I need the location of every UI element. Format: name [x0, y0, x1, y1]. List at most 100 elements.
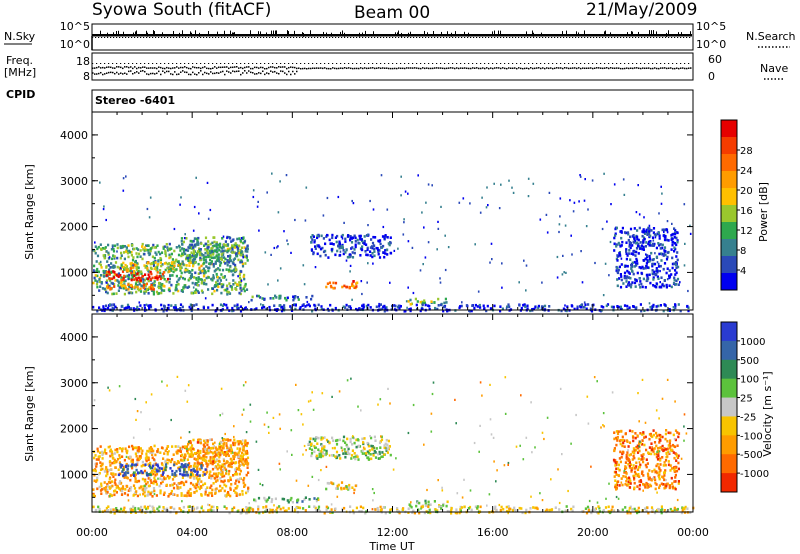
velocity-colorbar-tick: -500	[740, 450, 763, 461]
velocity-colorbar-segment	[721, 416, 737, 436]
beam-title: Beam 00	[354, 3, 430, 23]
freq-trace	[92, 63, 692, 76]
velocity-yticks: 1000 2000 3000 4000	[60, 313, 694, 512]
power-scatter	[92, 172, 692, 313]
velocity-region-9	[92, 505, 695, 515]
velocity-colorbar-label: Velocity [m s⁻¹]	[761, 371, 774, 456]
velocity-xtick-label: 00:00	[677, 526, 709, 539]
velocity-xticks: 00:00 04:00 08:00 12:00 16:00 20:00 00:00	[76, 526, 709, 539]
power-colorbar-segment	[721, 273, 737, 291]
freq-panel	[91, 52, 694, 81]
nave-tick-top: 60	[708, 53, 722, 66]
power-region-4	[180, 235, 249, 266]
power-colorbar-segment	[721, 137, 737, 155]
power-colorbar-tick: 24	[740, 166, 753, 177]
velocity-ytick-label: 4000	[60, 331, 88, 344]
cpid-value: Stereo -6401	[95, 94, 175, 107]
power-region-1	[105, 270, 170, 282]
velocity-region-1	[117, 463, 207, 477]
velocity-region-6	[253, 496, 320, 504]
velocity-scatter	[92, 375, 695, 515]
power-colorbar-segment	[721, 239, 737, 257]
power-colorbar: 4 8 12 16 20 24 28	[720, 119, 753, 291]
power-region-10	[92, 303, 690, 313]
velocity-colorbar-segment	[721, 378, 737, 399]
velocity-xtick-label: 00:00	[76, 526, 108, 539]
velocity-colorbar-segment	[721, 322, 737, 342]
velocity-colorbar-tick: 500	[740, 356, 759, 367]
nsky-label: N.Sky	[4, 30, 36, 43]
velocity-colorbar-segment	[721, 435, 737, 455]
velocity-ytick-label: 2000	[60, 423, 88, 436]
velocity-ytick-label: 3000	[60, 377, 88, 390]
power-colorbar-label: Power [dB]	[757, 182, 770, 242]
velocity-region-8	[612, 429, 681, 491]
power-colorbar-segment	[721, 222, 737, 240]
velocity-colorbar-tick: -100	[740, 431, 763, 442]
power-colorbar-segment	[721, 256, 737, 274]
power-colorbar-segment	[721, 188, 737, 206]
power-colorbar-tick: 8	[740, 246, 746, 257]
velocity-xtick-label: 16:00	[477, 526, 509, 539]
power-region-7	[250, 294, 314, 302]
velocity-colorbar-tick: 25	[740, 394, 753, 405]
velocity-colorbar-tick: 100	[740, 375, 759, 386]
velocity-colorbar-segment	[721, 397, 737, 417]
power-colorbar-segment	[721, 171, 737, 189]
power-colorbar-tick: 20	[740, 186, 753, 197]
nsky-tick-bottom: 10^0	[60, 38, 90, 51]
velocity-colorbar-segment	[721, 340, 737, 361]
nave-tick-bottom: 0	[708, 70, 715, 83]
velocity-colorbar-tick: 1000	[740, 337, 765, 348]
velocity-region-3	[179, 438, 250, 468]
velocity-region-4	[307, 435, 392, 461]
velocity-xtick-label: 20:00	[577, 526, 609, 539]
nsearch-label: N.Search	[746, 30, 796, 43]
power-region-5	[310, 233, 393, 259]
freq-tick-top: 18	[76, 55, 90, 68]
cpid-panel	[91, 89, 694, 113]
freq-label: Freq.	[6, 54, 33, 67]
velocity-ytick-label: 1000	[60, 468, 88, 481]
power-region-6	[325, 280, 359, 290]
power-ytick-label: 1000	[60, 266, 88, 279]
power-speckles	[93, 172, 692, 311]
nave-label: Nave	[760, 62, 788, 75]
velocity-colorbar-segment	[721, 359, 737, 380]
velocity-colorbar-tick: -1000	[740, 469, 769, 480]
velocity-colorbar-segment	[721, 473, 737, 493]
power-colorbar-tick: 16	[740, 206, 753, 217]
nsearch-tick-top: 10^5	[696, 20, 726, 33]
power-colorbar-tick: 12	[740, 226, 753, 237]
cpid-label: CPID	[6, 88, 35, 101]
velocity-xtick-label: 04:00	[176, 526, 208, 539]
power-ytick-label: 3000	[60, 175, 88, 188]
velocity-xlabel: Time UT	[368, 540, 414, 553]
velocity-colorbar: 1000 500 100 25 -25 -100 -500 -1000	[720, 321, 769, 493]
date-title: 21/May/2009	[586, 0, 698, 20]
freq-tick-bottom: 8	[83, 70, 90, 83]
velocity-colorbar-tick: -25	[740, 412, 756, 423]
power-ylabel: Slant Range [km]	[23, 164, 36, 260]
velocity-colorbar-segment	[721, 454, 737, 474]
power-region-3	[106, 282, 155, 291]
nsky-trace	[91, 30, 692, 50]
nsky-tick-top: 10^5	[60, 20, 90, 33]
velocity-xtick-label: 12:00	[377, 526, 409, 539]
velocity-region-5	[325, 481, 358, 492]
velocity-speckles	[93, 375, 688, 515]
power-colorbar-segment	[721, 154, 737, 172]
power-ytick-label: 4000	[60, 129, 88, 142]
velocity-ylabel: Slant Range [km]	[23, 366, 36, 462]
power-colorbar-segment	[721, 120, 737, 138]
power-region-2	[119, 261, 205, 273]
power-colorbar-segment	[721, 205, 737, 223]
station-title: Syowa South (fitACF)	[92, 0, 271, 20]
power-panel	[91, 111, 694, 311]
velocity-xtick-label: 08:00	[276, 526, 308, 539]
power-colorbar-tick: 4	[740, 266, 746, 277]
power-region-9	[613, 226, 680, 289]
power-region-8	[407, 297, 448, 306]
nsearch-tick-bottom: 10^0	[696, 38, 726, 51]
power-colorbar-tick: 28	[740, 146, 753, 157]
